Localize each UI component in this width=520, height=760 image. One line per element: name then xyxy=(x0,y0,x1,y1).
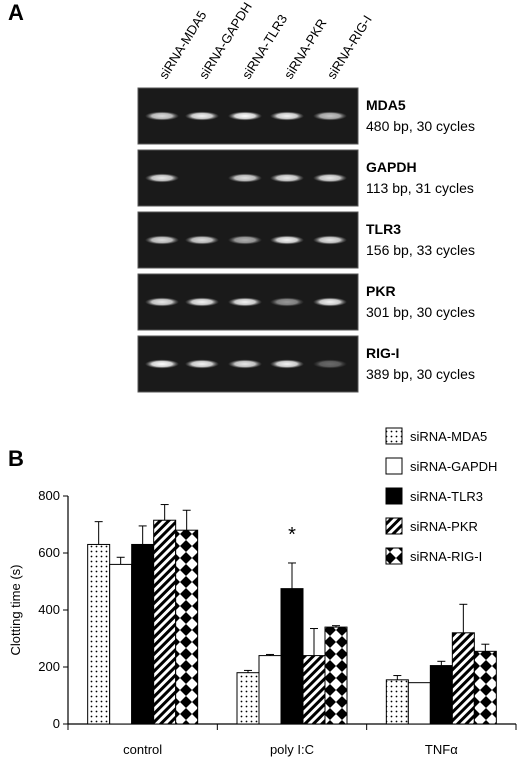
y-tick-label: 200 xyxy=(38,659,60,674)
legend-swatch xyxy=(385,457,403,475)
y-tick-label: 400 xyxy=(38,602,60,617)
gel-band xyxy=(313,111,347,121)
legend-label: siRNA-GAPDH xyxy=(410,459,497,474)
gel-gene-name: RIG-I xyxy=(366,345,399,361)
legend-swatch xyxy=(385,547,403,565)
gel-border xyxy=(137,273,359,331)
gel-gene-name: GAPDH xyxy=(366,159,417,175)
bar xyxy=(324,626,348,725)
gel-detail: 156 bp, 33 cycles xyxy=(366,242,475,258)
bar xyxy=(407,682,431,725)
legend-label: siRNA-MDA5 xyxy=(410,429,487,444)
bar xyxy=(385,679,409,725)
gel-border xyxy=(137,149,359,207)
bar xyxy=(280,588,304,725)
significance-marker: * xyxy=(288,524,296,546)
gel-border xyxy=(137,335,359,393)
gel-border xyxy=(137,211,359,269)
bar xyxy=(153,519,177,725)
gel-band xyxy=(313,235,347,245)
bar xyxy=(109,563,133,725)
gel-band xyxy=(270,235,304,245)
gel-band xyxy=(228,297,262,307)
gel-band xyxy=(313,359,347,369)
gel-band xyxy=(228,235,262,245)
gel-band xyxy=(270,297,304,307)
bar xyxy=(131,543,155,725)
gel-band xyxy=(270,173,304,183)
lane-label: siRNA-RIG-I xyxy=(324,12,375,81)
gel-band xyxy=(145,359,179,369)
gel-detail: 480 bp, 30 cycles xyxy=(366,118,475,134)
gel-band xyxy=(145,235,179,245)
gel-band xyxy=(145,297,179,307)
gel-gene-name: MDA5 xyxy=(366,97,406,113)
gel-band xyxy=(313,297,347,307)
bar xyxy=(236,672,260,725)
y-tick-label: 0 xyxy=(53,716,60,731)
gel-band xyxy=(145,173,179,183)
gel-band xyxy=(145,111,179,121)
gel-band xyxy=(185,359,219,369)
bar-chart: 0 200 400 600 800 Clotting time (s) control pol… xyxy=(8,427,517,757)
legend-label: siRNA-RIG-I xyxy=(410,549,482,564)
legend-label: siRNA-PKR xyxy=(410,519,478,534)
x-tick-label: TNFα xyxy=(425,742,458,757)
gel-band xyxy=(185,111,219,121)
gel-band xyxy=(228,359,262,369)
bar xyxy=(429,665,453,725)
lane-label: siRNA-PKR xyxy=(281,16,330,82)
gel-band xyxy=(313,173,347,183)
bar xyxy=(302,655,326,725)
legend-swatch xyxy=(385,487,403,505)
bar xyxy=(258,655,282,725)
gel-border xyxy=(137,87,359,145)
panel-b-label: B xyxy=(8,446,24,471)
x-tick-label: control xyxy=(123,742,162,757)
bar xyxy=(451,632,475,725)
x-tick-label: poly I:C xyxy=(270,742,314,757)
gel-band xyxy=(228,111,262,121)
gel-band xyxy=(228,173,262,183)
gel-band xyxy=(270,359,304,369)
gel-band xyxy=(185,235,219,245)
gel-band xyxy=(270,111,304,121)
bar xyxy=(175,529,199,725)
bar xyxy=(473,650,497,725)
legend-swatch xyxy=(385,427,403,445)
y-tick-label: 800 xyxy=(38,488,60,503)
panel-a-label: A xyxy=(8,0,24,25)
gel-detail: 389 bp, 30 cycles xyxy=(366,366,475,382)
gel-detail: 301 bp, 30 cycles xyxy=(366,304,475,320)
y-tick-label: 600 xyxy=(38,545,60,560)
legend-label: siRNA-TLR3 xyxy=(410,489,483,504)
legend-swatch xyxy=(385,517,403,535)
gel-panel: siRNA-MDA5siRNA-GAPDHsiRNA-TLR3siRNA-PKR… xyxy=(137,0,475,393)
bar xyxy=(87,543,111,725)
gel-band xyxy=(185,297,219,307)
gel-gene-name: PKR xyxy=(366,283,396,299)
gel-gene-name: TLR3 xyxy=(366,221,401,237)
gel-detail: 113 bp, 31 cycles xyxy=(366,180,474,196)
y-axis-label: Clotting time (s) xyxy=(8,564,23,655)
